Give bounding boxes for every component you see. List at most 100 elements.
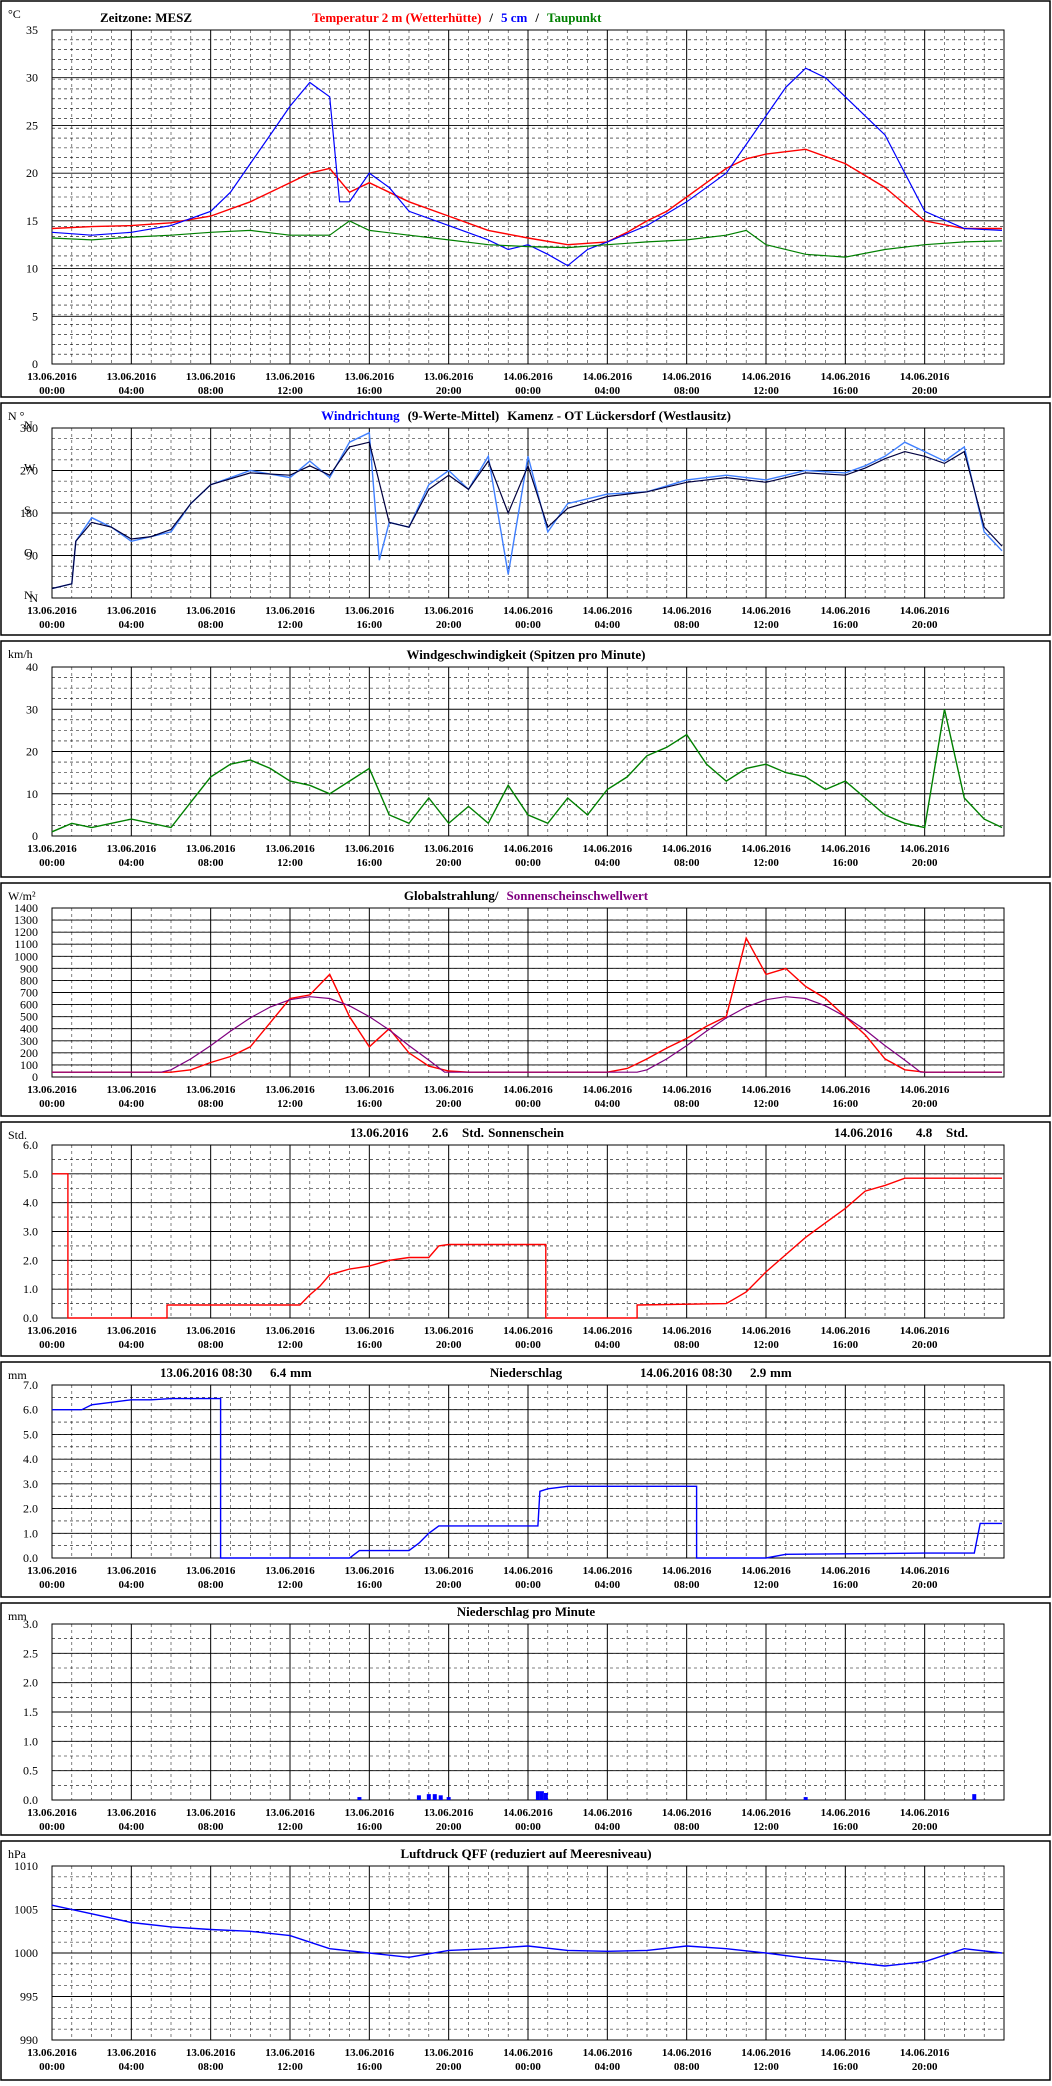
- x-tick-time: 12:00: [277, 1579, 303, 1591]
- x-tick-time: 08:00: [198, 1339, 224, 1351]
- x-tick-date: 13.06.2016: [424, 843, 474, 855]
- y-tick-label: 6.0: [23, 1403, 38, 1417]
- x-tick-time: 00:00: [515, 385, 541, 397]
- x-tick-date: 14.06.2016: [583, 371, 633, 383]
- chart-title-part: Sonnenscheinschwellwert: [507, 888, 649, 903]
- y-tick-label: 270: [20, 464, 38, 478]
- x-tick-date: 13.06.2016: [345, 371, 395, 383]
- series-line-2: [51, 67, 1003, 267]
- x-tick-date: 14.06.2016: [583, 1807, 633, 1819]
- x-tick-date: 13.06.2016: [27, 1565, 77, 1577]
- series-line-2: [52, 996, 1002, 1073]
- chart-title-part: Zeitzone: MESZ: [100, 10, 192, 25]
- y-tick-label: 30: [26, 71, 38, 85]
- x-tick-time: 20:00: [436, 385, 462, 397]
- y-tick-label: 1.0: [23, 1526, 38, 1540]
- x-tick-date: 14.06.2016: [503, 2047, 553, 2059]
- x-tick-date: 14.06.2016: [741, 2047, 791, 2059]
- chart-title-part: /: [534, 10, 539, 25]
- x-tick-time: 12:00: [753, 385, 779, 397]
- x-tick-date: 13.06.2016: [186, 1325, 236, 1337]
- x-tick-time: 08:00: [674, 1579, 700, 1591]
- y-tick-label: 1400: [14, 901, 38, 915]
- x-tick-time: 04:00: [594, 857, 620, 869]
- x-tick-date: 13.06.2016: [107, 1084, 157, 1096]
- day1-value: 2.6: [432, 1125, 449, 1140]
- chart-title-part: Windrichtung: [321, 408, 400, 423]
- x-tick-time: 16:00: [832, 1579, 858, 1591]
- precip-bar: [432, 1794, 437, 1800]
- x-tick-date: 14.06.2016: [503, 1084, 553, 1096]
- x-tick-time: 16:00: [832, 619, 858, 631]
- precip-bar: [803, 1797, 808, 1800]
- x-tick-time: 08:00: [674, 857, 700, 869]
- y-tick-label: 900: [20, 961, 38, 975]
- y-tick-label: 0.0: [23, 1551, 38, 1565]
- x-tick-time: 08:00: [198, 2061, 224, 2073]
- x-tick-date: 14.06.2016: [662, 1084, 712, 1096]
- x-tick-date: 14.06.2016: [583, 1084, 633, 1096]
- chart-title-part: Temperatur 2 m (Wetterhütte): [312, 10, 481, 25]
- x-tick-date: 14.06.2016: [583, 1325, 633, 1337]
- y-axis-unit: Std.: [8, 1128, 27, 1142]
- x-tick-time: 16:00: [356, 619, 382, 631]
- x-tick-date: 13.06.2016: [345, 1325, 395, 1337]
- x-tick-date: 14.06.2016: [900, 1084, 950, 1096]
- x-tick-date: 13.06.2016: [186, 2047, 236, 2059]
- x-tick-time: 12:00: [753, 2061, 779, 2073]
- x-tick-time: 12:00: [277, 1339, 303, 1351]
- series-line-1: [51, 709, 1003, 833]
- x-tick-date: 13.06.2016: [107, 2047, 157, 2059]
- series-line-1: [51, 148, 1002, 246]
- x-tick-date: 14.06.2016: [741, 1807, 791, 1819]
- y-tick-label: 7.0: [23, 1378, 38, 1392]
- y-tick-label: 2.0: [23, 1676, 38, 1690]
- y-tick-label: 0.0: [23, 1793, 38, 1807]
- chart-title: Windgeschwindigkeit (Spitzen pro Minute): [407, 647, 646, 662]
- chart-panel-4: 0100200300400500600700800900100011001200…: [0, 882, 1051, 1117]
- x-tick-date: 14.06.2016: [741, 1325, 791, 1337]
- x-tick-time: 12:00: [277, 857, 303, 869]
- x-tick-date: 13.06.2016: [345, 605, 395, 617]
- x-tick-time: 08:00: [198, 1579, 224, 1591]
- chart-title-part: /: [488, 10, 493, 25]
- x-tick-date: 14.06.2016: [583, 2047, 633, 2059]
- precip-bar: [416, 1795, 421, 1800]
- x-tick-date: 14.06.2016: [741, 1565, 791, 1577]
- x-tick-date: 13.06.2016: [107, 371, 157, 383]
- y-tick-label: 2.0: [23, 1253, 38, 1267]
- x-tick-time: 00:00: [39, 2061, 65, 2073]
- series-line-1: [51, 431, 1003, 590]
- x-tick-time: 00:00: [515, 1098, 541, 1110]
- y-tick-label: 15: [26, 214, 38, 228]
- x-tick-time: 20:00: [436, 2061, 462, 2073]
- y-tick-label: 600: [20, 998, 38, 1012]
- x-tick-time: 04:00: [118, 619, 144, 631]
- x-tick-date: 14.06.2016: [662, 2047, 712, 2059]
- day2-date: 14.06.2016 08:30: [640, 1365, 732, 1380]
- x-tick-time: 04:00: [118, 1821, 144, 1833]
- chart-title: Niederschlag: [490, 1365, 563, 1380]
- day1-date: 13.06.2016: [350, 1125, 409, 1140]
- compass-label: N: [24, 588, 33, 602]
- day2-unit: Std.: [946, 1125, 968, 1140]
- y-tick-label: 20: [26, 166, 38, 180]
- y-tick-label: 1000: [14, 1946, 38, 1960]
- x-tick-time: 08:00: [674, 619, 700, 631]
- y-tick-label: 1.5: [23, 1705, 38, 1719]
- y-tick-label: 1010: [14, 1859, 38, 1873]
- x-tick-date: 13.06.2016: [345, 1807, 395, 1819]
- x-tick-time: 04:00: [118, 1579, 144, 1591]
- precip-bar: [446, 1797, 451, 1800]
- x-tick-date: 14.06.2016: [503, 605, 553, 617]
- x-tick-date: 13.06.2016: [107, 1565, 157, 1577]
- x-tick-time: 16:00: [356, 2061, 382, 2073]
- x-tick-time: 04:00: [594, 2061, 620, 2073]
- x-tick-date: 13.06.2016: [265, 843, 315, 855]
- x-tick-date: 14.06.2016: [662, 371, 712, 383]
- y-tick-label: 100: [20, 1058, 38, 1072]
- series-line-1: [52, 1397, 1002, 1559]
- x-tick-time: 08:00: [198, 619, 224, 631]
